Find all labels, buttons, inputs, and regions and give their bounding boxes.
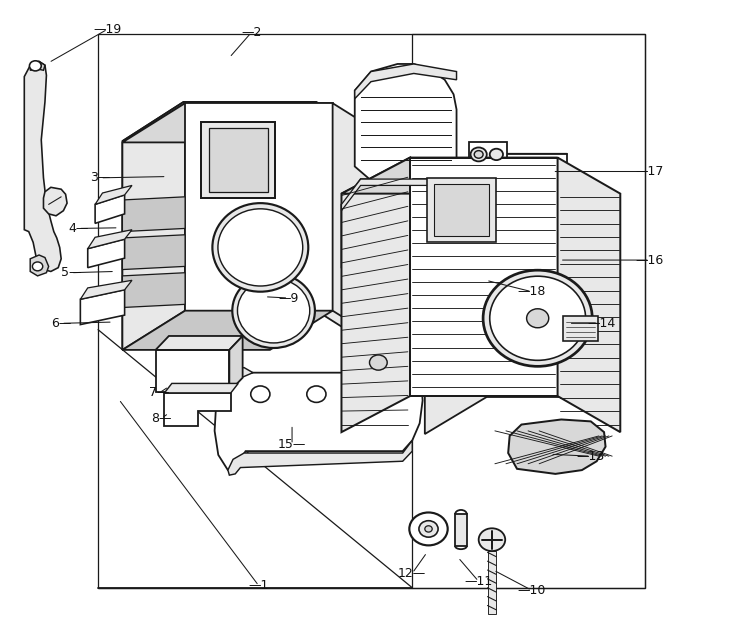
Ellipse shape xyxy=(490,276,585,360)
Circle shape xyxy=(307,386,326,403)
Ellipse shape xyxy=(232,273,315,348)
Bar xyxy=(488,551,497,614)
Text: —16: —16 xyxy=(636,254,664,266)
Text: 12—: 12— xyxy=(398,567,426,579)
Polygon shape xyxy=(228,441,412,475)
Polygon shape xyxy=(355,64,457,179)
Ellipse shape xyxy=(218,209,303,286)
Polygon shape xyxy=(123,102,183,350)
Text: 6—: 6— xyxy=(51,317,72,330)
Circle shape xyxy=(474,151,483,158)
Text: —1: —1 xyxy=(248,579,269,592)
Polygon shape xyxy=(30,255,49,276)
Polygon shape xyxy=(185,103,333,311)
Text: —11: —11 xyxy=(465,575,493,588)
Circle shape xyxy=(409,512,448,545)
Ellipse shape xyxy=(237,278,310,343)
Polygon shape xyxy=(341,179,473,280)
Polygon shape xyxy=(123,102,316,141)
Bar xyxy=(563,316,598,341)
Polygon shape xyxy=(81,280,132,299)
Polygon shape xyxy=(165,393,231,426)
Polygon shape xyxy=(508,420,605,474)
Polygon shape xyxy=(341,179,471,210)
Polygon shape xyxy=(316,102,378,350)
Polygon shape xyxy=(355,64,457,99)
Polygon shape xyxy=(123,311,333,350)
Polygon shape xyxy=(455,514,467,546)
Polygon shape xyxy=(208,129,268,191)
Polygon shape xyxy=(183,102,316,311)
Polygon shape xyxy=(88,239,125,268)
Bar xyxy=(412,34,645,588)
Polygon shape xyxy=(223,368,253,385)
Polygon shape xyxy=(201,122,275,198)
Bar xyxy=(98,34,645,588)
Circle shape xyxy=(419,521,438,537)
Text: —2: —2 xyxy=(242,26,262,39)
Polygon shape xyxy=(425,154,486,434)
Polygon shape xyxy=(123,235,185,269)
Polygon shape xyxy=(427,178,497,242)
Circle shape xyxy=(33,262,43,271)
Circle shape xyxy=(30,61,41,71)
Text: —18: —18 xyxy=(517,285,546,298)
Polygon shape xyxy=(214,373,423,470)
Text: —17: —17 xyxy=(636,165,664,178)
Polygon shape xyxy=(95,195,125,223)
Circle shape xyxy=(490,149,503,160)
Ellipse shape xyxy=(483,270,592,366)
Text: —10: —10 xyxy=(517,584,546,597)
Circle shape xyxy=(370,355,387,370)
Polygon shape xyxy=(44,187,67,216)
Text: 5—: 5— xyxy=(61,266,81,279)
Polygon shape xyxy=(123,197,185,231)
Text: 8—: 8— xyxy=(151,411,171,425)
Text: —13: —13 xyxy=(576,450,605,463)
Polygon shape xyxy=(435,184,489,236)
Text: 7—: 7— xyxy=(149,386,169,399)
Text: —9: —9 xyxy=(278,292,299,304)
Polygon shape xyxy=(30,61,45,70)
Polygon shape xyxy=(165,384,238,393)
Polygon shape xyxy=(123,103,333,143)
Polygon shape xyxy=(156,336,242,350)
Circle shape xyxy=(251,386,270,403)
Text: —14: —14 xyxy=(588,317,616,330)
Circle shape xyxy=(471,148,487,162)
Circle shape xyxy=(527,309,549,328)
Polygon shape xyxy=(341,158,410,432)
Polygon shape xyxy=(229,336,242,392)
Polygon shape xyxy=(81,290,125,325)
Text: 4—: 4— xyxy=(68,222,89,235)
Polygon shape xyxy=(95,185,132,204)
Polygon shape xyxy=(88,230,132,249)
Polygon shape xyxy=(156,350,229,392)
Ellipse shape xyxy=(212,203,308,292)
Polygon shape xyxy=(425,154,567,190)
Polygon shape xyxy=(486,154,567,398)
Polygon shape xyxy=(410,158,558,396)
Polygon shape xyxy=(341,158,558,193)
Polygon shape xyxy=(24,61,61,271)
Text: 3—: 3— xyxy=(90,171,110,184)
Text: —19: —19 xyxy=(94,23,122,36)
Circle shape xyxy=(425,526,432,532)
Polygon shape xyxy=(333,103,395,350)
Circle shape xyxy=(479,528,505,551)
Polygon shape xyxy=(123,103,185,350)
Bar xyxy=(469,143,508,167)
Polygon shape xyxy=(558,158,620,432)
Polygon shape xyxy=(123,273,185,307)
Circle shape xyxy=(361,386,381,403)
Text: 15—: 15— xyxy=(278,438,306,451)
